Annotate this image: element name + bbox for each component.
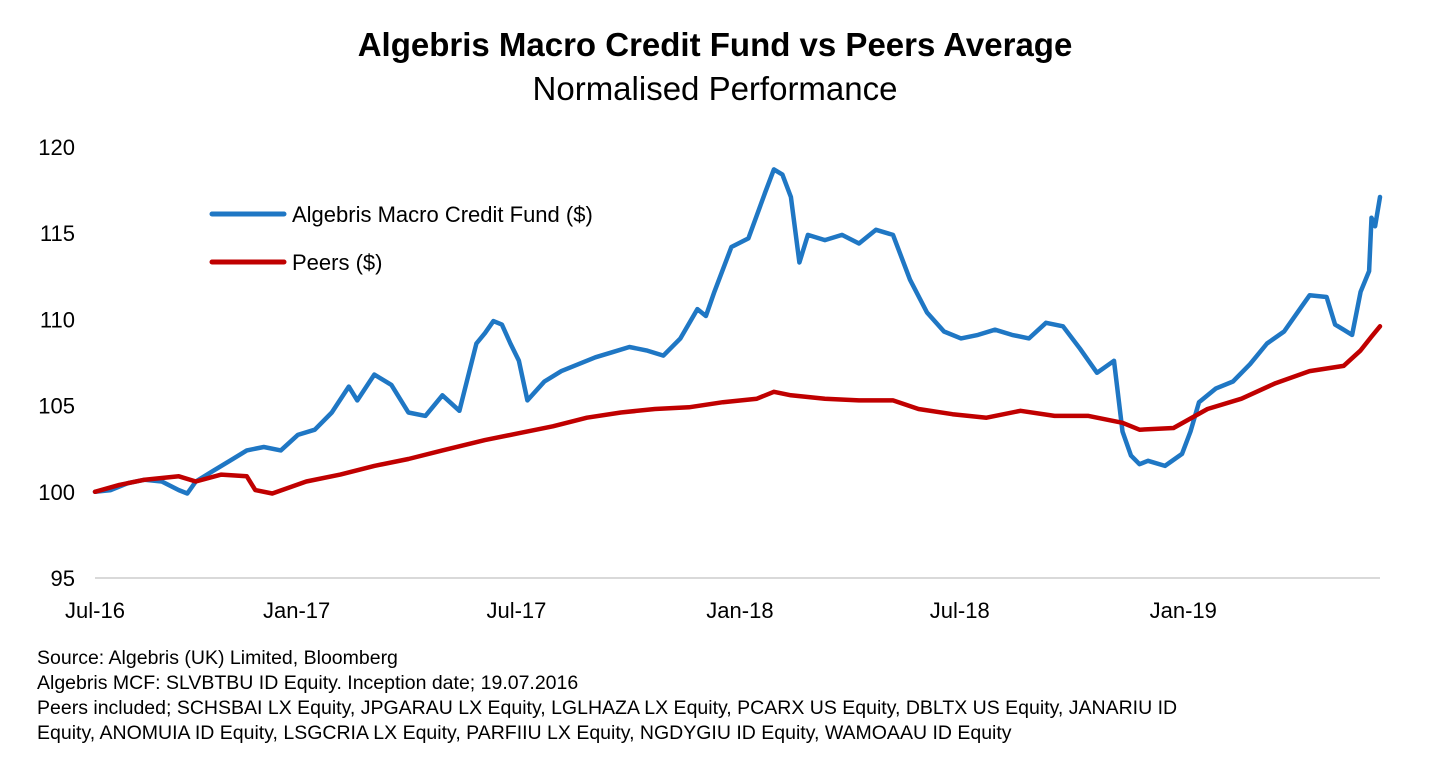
footnotes: Source: Algebris (UK) Limited, Bloomberg… bbox=[37, 646, 1177, 746]
y-tick-label: 115 bbox=[40, 221, 75, 246]
series-line-peers bbox=[92, 324, 1383, 496]
y-tick-label: 110 bbox=[40, 307, 75, 332]
x-tick-label: Jul-16 bbox=[65, 598, 125, 623]
y-tick-label: 100 bbox=[38, 480, 75, 505]
series-line-fund bbox=[92, 167, 1383, 496]
y-tick-label: 95 bbox=[51, 566, 75, 591]
legend-label: Peers ($) bbox=[292, 250, 382, 275]
chart-title: Algebris Macro Credit Fund vs Peers Aver… bbox=[357, 26, 1073, 63]
legend-label: Algebris Macro Credit Fund ($) bbox=[292, 202, 593, 227]
x-tick-label: Jan-17 bbox=[263, 598, 330, 623]
footnote-source: Source: Algebris (UK) Limited, Bloomberg bbox=[37, 647, 398, 669]
footnote-fund-info: Algebris MCF: SLVBTBU ID Equity. Incepti… bbox=[37, 672, 579, 694]
x-tick-label: Jan-18 bbox=[706, 598, 773, 623]
x-tick-label: Jul-18 bbox=[930, 598, 990, 623]
line-chart: 95 100 105 110 115 120 Jul-16 Jan-17 Jul-17 Jan-1… bbox=[38, 135, 1383, 623]
x-tick-label: Jan-19 bbox=[1150, 598, 1217, 623]
y-tick-label: 120 bbox=[38, 135, 75, 160]
footnote-peers-line-1: Peers included; SCHSBAI LX Equity, JPGAR… bbox=[37, 697, 1178, 719]
chart-subtitle: Normalised Performance bbox=[532, 70, 898, 107]
footnote-peers-line-2: Equity, ANOMUIA ID Equity, LSGCRIA LX Eq… bbox=[37, 722, 1012, 744]
x-tick-label: Jul-17 bbox=[486, 598, 546, 623]
y-tick-label: 105 bbox=[38, 394, 75, 419]
